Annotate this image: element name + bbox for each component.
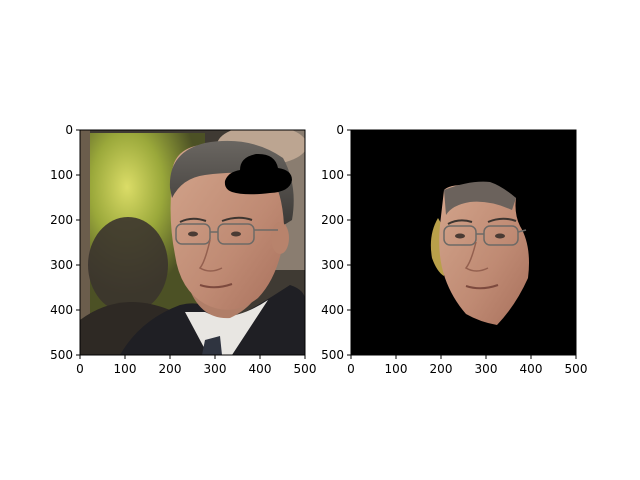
right-x-tick-label: 300: [475, 362, 498, 376]
right-y-tick-label: 200: [321, 213, 344, 227]
right-y-tick-label: 0: [336, 123, 344, 137]
left-x-tick-label: 300: [204, 362, 227, 376]
right-x-tick-label: 0: [347, 362, 355, 376]
segmented-face: [430, 181, 529, 325]
left-y-tick-label: 500: [50, 348, 73, 362]
right-x-tick-label: 100: [385, 362, 408, 376]
left-x-tick-label: 500: [294, 362, 317, 376]
left-x-tick-label: 200: [159, 362, 182, 376]
right-y-tick-label: 100: [321, 168, 344, 182]
left-x-tick-label: 100: [114, 362, 137, 376]
right-y-tick-label: 300: [321, 258, 344, 272]
left-y-tick-label: 200: [50, 213, 73, 227]
left-y-tick-label: 0: [65, 123, 73, 137]
right-x-tick-label: 200: [430, 362, 453, 376]
right-y-tick-label: 500: [321, 348, 344, 362]
left-axes-frame: [79, 129, 306, 356]
left-x-tick-label: 0: [76, 362, 84, 376]
right-image: [351, 130, 576, 355]
left-y-tick-label: 100: [50, 168, 73, 182]
left-y-tick-label: 400: [50, 303, 73, 317]
right-x-tick-label: 500: [565, 362, 588, 376]
right-x-tick-label: 400: [520, 362, 543, 376]
left-x-tick-label: 400: [249, 362, 272, 376]
left-y-tick-label: 300: [50, 258, 73, 272]
right-axes-frame: [350, 129, 577, 356]
left-image: [80, 130, 305, 355]
right-y-tick-label: 400: [321, 303, 344, 317]
